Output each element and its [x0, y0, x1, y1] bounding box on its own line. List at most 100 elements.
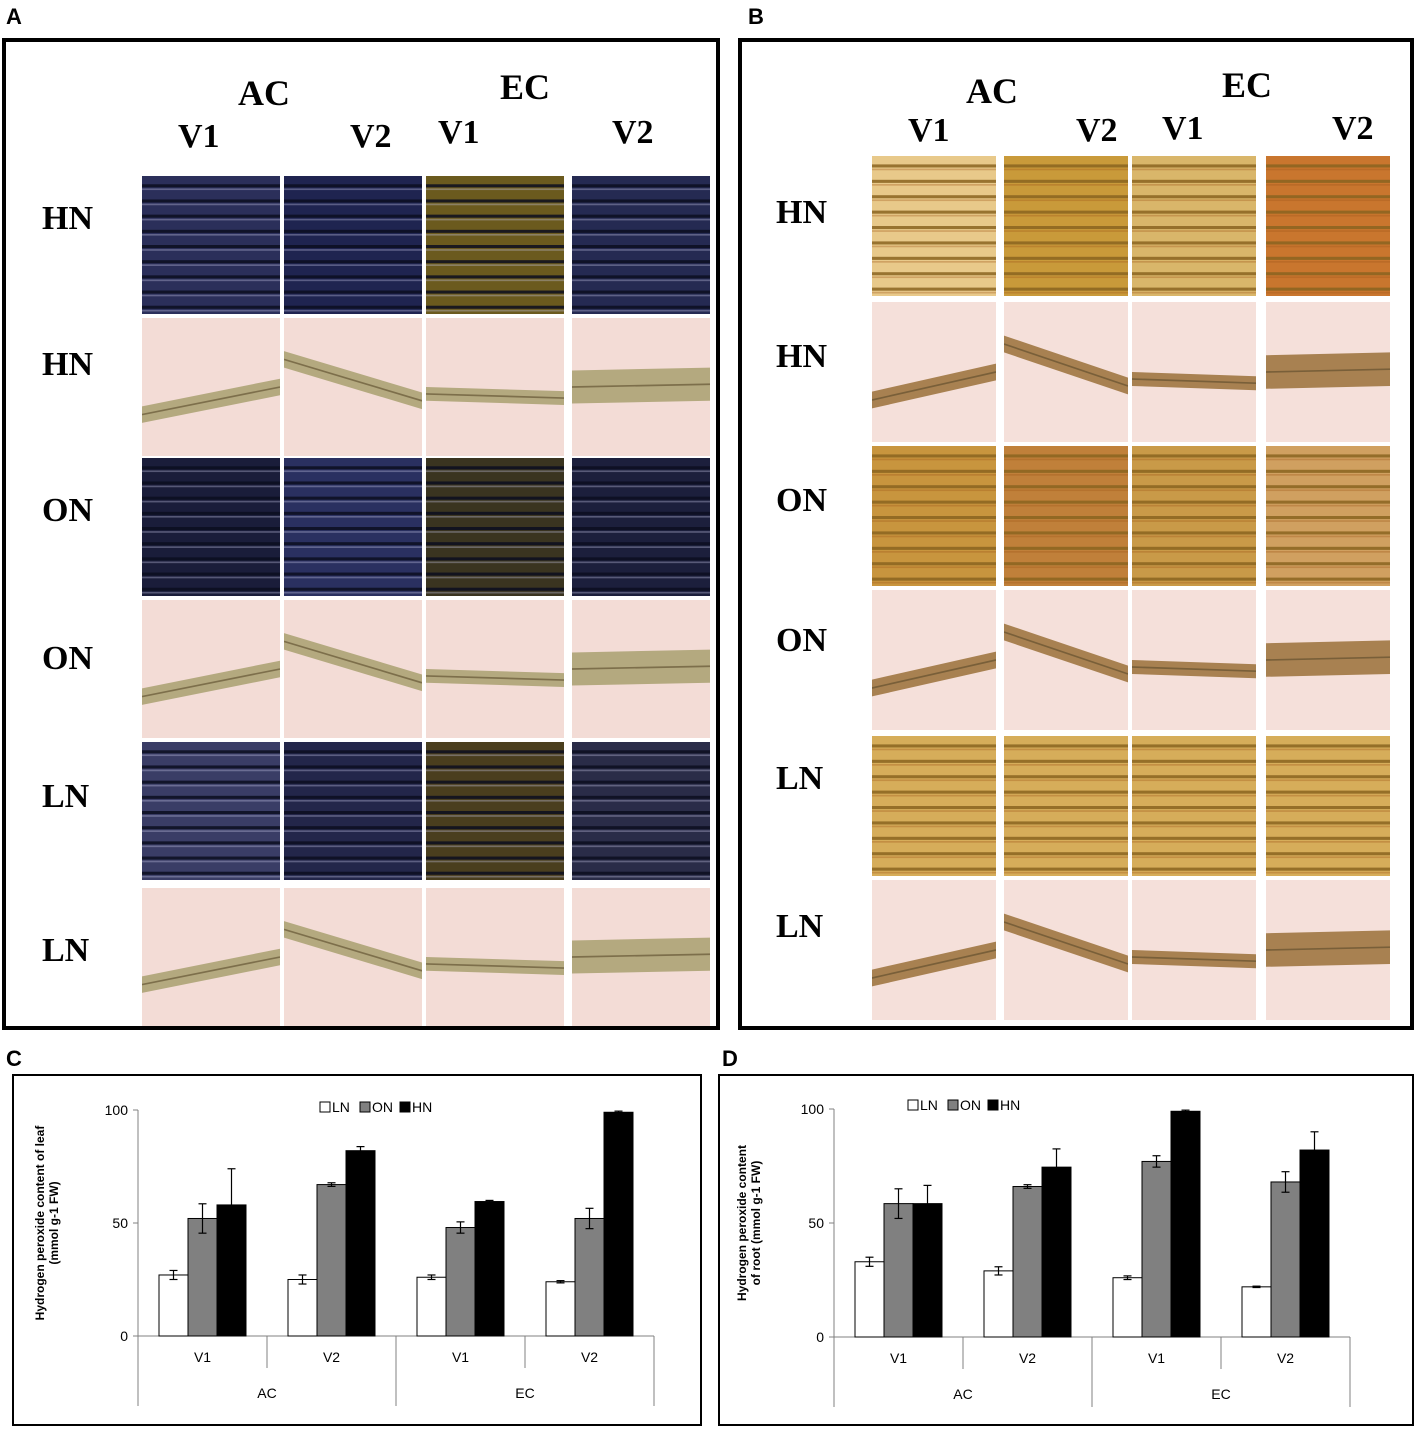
bar-on: [574, 1217, 605, 1337]
bar-on: [1141, 1160, 1172, 1338]
panel-c-letter: C: [6, 1046, 22, 1071]
bar-ln: [545, 1281, 576, 1337]
category-label: V2: [581, 1349, 598, 1365]
category-label: V2: [323, 1349, 340, 1365]
legend-label: LN: [332, 1099, 350, 1115]
root-micrograph: [572, 318, 710, 456]
bar-hn: [1299, 1149, 1330, 1338]
bar-hn: [603, 1111, 634, 1337]
leaf-micrograph: [1004, 156, 1128, 296]
panel-a-letter: A: [6, 4, 22, 29]
row-label-ln: LN: [42, 778, 90, 815]
leaf-micrograph: [572, 742, 710, 880]
bar-ln: [1112, 1277, 1143, 1338]
group-label-ac: AC: [238, 73, 290, 113]
y-tick-label: 0: [816, 1329, 824, 1345]
leaf-micrograph: [572, 176, 710, 314]
root-micrograph: [1132, 880, 1256, 1020]
category-label: V1: [1148, 1350, 1165, 1366]
leaf-h2o2-bar-chart: 0 50 100 Hydrogen peroxide content of leaf(…: [33, 1099, 655, 1406]
category-label: V1: [194, 1349, 211, 1365]
bar-hn: [1041, 1166, 1072, 1338]
root-h2o2-bar-chart: 0 50 100 Hydrogen peroxide content of root (…: [735, 1097, 1351, 1407]
variety-label-v2: V2: [612, 114, 654, 151]
bar-on: [1012, 1186, 1043, 1338]
root-micrograph: [872, 302, 996, 442]
root-micrograph: [872, 880, 996, 1020]
variety-label-v1: V1: [908, 112, 950, 149]
bar-on: [187, 1217, 218, 1337]
row-label-on: ON: [42, 492, 93, 529]
panel-c-chart: 0 50 100 Hydrogen peroxide content of leaf(…: [12, 1074, 702, 1426]
leaf-micrograph: [142, 458, 280, 596]
legend-label: HN: [412, 1099, 432, 1115]
group-label: EC: [515, 1385, 534, 1401]
root-micrograph: [1004, 302, 1128, 442]
legend-label: ON: [372, 1099, 393, 1115]
category-label: V1: [452, 1349, 469, 1365]
leaf-micrograph: [1132, 736, 1256, 876]
group-label: AC: [257, 1385, 276, 1401]
root-micrograph: [142, 600, 280, 738]
legend-swatch: [319, 1101, 331, 1113]
leaf-micrograph: [142, 176, 280, 314]
panel-b-letter: B: [748, 4, 764, 29]
y-axis-label: Hydrogen peroxide content of leaf: [33, 1125, 47, 1321]
y-axis-label: (mmol g-1 FW): [47, 1181, 61, 1264]
root-micrograph: [284, 888, 422, 1026]
leaf-micrograph: [872, 156, 996, 296]
variety-label-v2: V2: [1332, 110, 1374, 147]
bar-hn: [345, 1150, 376, 1337]
y-axis-label: of root (mmol g-1 FW): [749, 1161, 763, 1286]
leaf-micrograph: [426, 742, 564, 880]
bar-ln: [1241, 1286, 1272, 1338]
legend-label: LN: [920, 1097, 938, 1113]
root-micrograph: [1266, 590, 1390, 730]
variety-label-v1: V1: [178, 118, 220, 155]
row-label-ln: LN: [776, 908, 824, 945]
bar-ln: [854, 1261, 885, 1338]
leaf-micrograph: [284, 742, 422, 880]
bar-on: [316, 1184, 347, 1337]
legend-swatch: [987, 1099, 999, 1111]
panel-d-chart: 0 50 100 Hydrogen peroxide content of root (…: [718, 1074, 1414, 1426]
root-micrograph: [1004, 590, 1128, 730]
row-label-ln: LN: [776, 760, 824, 797]
root-micrograph: [142, 318, 280, 456]
panel-a-micrographs: AC EC V1 V2 V1 V2 HN HN ON ON LN LN: [2, 38, 720, 1030]
bar-ln: [287, 1279, 318, 1337]
row-label-ln: LN: [42, 932, 90, 969]
panel-d-letter: D: [722, 1046, 738, 1071]
leaf-micrograph: [1004, 446, 1128, 586]
row-label-on: ON: [42, 640, 93, 677]
root-micrograph: [284, 600, 422, 738]
category-label: V2: [1277, 1350, 1294, 1366]
row-label-on: ON: [776, 622, 827, 659]
root-micrograph: [426, 318, 564, 456]
legend-swatch: [399, 1101, 411, 1113]
row-label-hn: HN: [42, 200, 93, 237]
bar-ln: [158, 1274, 189, 1337]
root-micrograph: [426, 888, 564, 1026]
y-tick-label: 0: [120, 1328, 128, 1344]
bar-on: [883, 1203, 914, 1338]
leaf-micrograph: [284, 176, 422, 314]
group-label: EC: [1211, 1386, 1230, 1402]
bar-hn: [912, 1203, 943, 1338]
root-micrograph: [142, 888, 280, 1026]
root-micrograph: [1266, 880, 1390, 1020]
legend-swatch: [359, 1101, 371, 1113]
legend-label: HN: [1000, 1097, 1020, 1113]
row-label-hn: HN: [776, 194, 827, 231]
group-label: AC: [953, 1386, 972, 1402]
root-micrograph: [284, 318, 422, 456]
leaf-micrograph: [1266, 446, 1390, 586]
leaf-micrograph: [284, 458, 422, 596]
leaf-micrograph: [872, 446, 996, 586]
bar-ln: [416, 1276, 447, 1337]
bar-hn: [474, 1201, 505, 1337]
row-label-hn: HN: [776, 338, 827, 375]
leaf-micrograph: [1266, 736, 1390, 876]
leaf-micrograph: [142, 742, 280, 880]
root-micrograph: [1004, 880, 1128, 1020]
